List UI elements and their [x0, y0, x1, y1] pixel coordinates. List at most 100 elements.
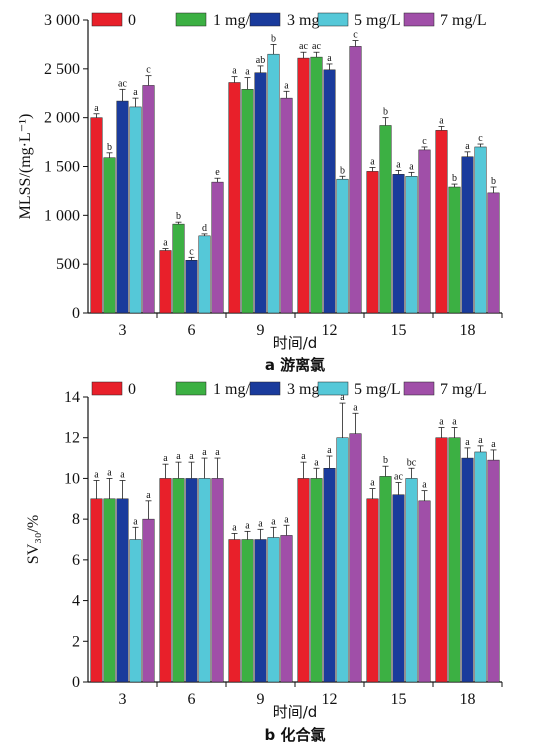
bar [267, 537, 280, 683]
significance-label: a [452, 417, 457, 428]
bar [310, 56, 323, 314]
x-tick-label: 15 [391, 322, 407, 339]
significance-label: a [271, 516, 276, 527]
bar [405, 176, 418, 314]
significance-label: b [176, 211, 181, 222]
significance-label: a [163, 238, 168, 249]
y-tick-label: 6 [72, 552, 80, 569]
y-tick-label: 1 500 [44, 159, 80, 176]
significance-label: ab [256, 55, 265, 66]
significance-label: ac [312, 41, 321, 52]
bar [142, 85, 155, 314]
bar [254, 539, 267, 683]
significance-label: a [327, 445, 332, 456]
significance-label: a [215, 447, 220, 458]
significance-label: a [340, 392, 345, 403]
bar [280, 535, 293, 683]
significance-label: b [383, 107, 388, 118]
legend-swatch [91, 12, 123, 27]
bar [103, 498, 116, 683]
bar [198, 478, 211, 683]
x-tick-label: 15 [391, 691, 407, 708]
bar [336, 437, 349, 683]
bar [103, 157, 116, 314]
significance-label: a [465, 141, 470, 152]
significance-label: b [383, 455, 388, 466]
x-tick-label: 12 [322, 322, 338, 339]
bar [198, 235, 211, 314]
bar [90, 498, 103, 683]
significance-label: b [340, 165, 345, 176]
y-tick-label: 12 [64, 430, 80, 447]
x-tick-label: 3 [119, 322, 127, 339]
significance-label: a [94, 469, 99, 480]
bar [448, 437, 461, 683]
bar [366, 498, 379, 683]
bar [487, 192, 500, 314]
significance-label: a [491, 439, 496, 450]
bar [280, 97, 293, 314]
bar [172, 223, 185, 314]
bar [297, 57, 310, 314]
y-tick-label: 3 000 [44, 12, 80, 29]
chart-caption-b: b 化合氯 [265, 726, 326, 744]
bar [172, 478, 185, 683]
significance-label: a [133, 87, 138, 98]
bar [474, 146, 487, 314]
legend-swatch [317, 12, 349, 27]
bar [474, 451, 487, 683]
significance-label: b [452, 173, 457, 184]
y-tick-label: 4 [72, 593, 80, 610]
bar [418, 500, 431, 683]
bar [228, 82, 241, 314]
y-axis-label-a: MLSS/(mg·L⁻¹) [17, 114, 34, 220]
bar [129, 106, 142, 314]
bar [185, 260, 198, 314]
significance-label: a [146, 490, 151, 501]
legend-label: 7 mg/L [440, 381, 487, 398]
y-tick-label: 2 500 [44, 61, 80, 78]
significance-label: a [232, 66, 237, 77]
significance-label: a [202, 447, 207, 458]
x-tick-label: 6 [188, 691, 196, 708]
significance-label: a [107, 467, 112, 478]
bar [323, 69, 336, 314]
significance-label: ac [394, 472, 403, 483]
y-axis-label-b: SV₃₀/% [25, 515, 42, 564]
significance-label: a [245, 67, 250, 78]
y-tick-label: 2 [72, 633, 80, 650]
bar [435, 437, 448, 683]
bar [241, 539, 254, 683]
significance-label: bc [407, 457, 417, 468]
bar [349, 433, 362, 683]
significance-label: a [284, 514, 289, 525]
bar [116, 100, 129, 314]
significance-label: b [107, 142, 112, 153]
y-tick-label: 8 [72, 511, 80, 528]
significance-label: a [353, 402, 358, 413]
significance-label: c [146, 65, 151, 76]
significance-label: a [258, 518, 263, 529]
significance-label: a [370, 478, 375, 489]
legend-label: 7 mg/L [440, 12, 487, 29]
bar [405, 478, 418, 683]
bar [310, 478, 323, 683]
bar [116, 498, 129, 683]
x-tick-label: 18 [460, 691, 476, 708]
significance-label: c [422, 136, 427, 147]
x-tick-label: 6 [188, 322, 196, 339]
significance-label: a [301, 451, 306, 462]
legend-label: 1 mg/L [213, 381, 260, 398]
x-tick-label: 9 [257, 691, 265, 708]
bar [435, 130, 448, 314]
significance-label: a [189, 451, 194, 462]
significance-label: b [271, 33, 276, 44]
significance-label: a [232, 522, 237, 533]
y-tick-label: 0 [72, 305, 80, 322]
bar [159, 250, 172, 314]
legend-label: 0 [128, 381, 136, 398]
bar [366, 171, 379, 314]
